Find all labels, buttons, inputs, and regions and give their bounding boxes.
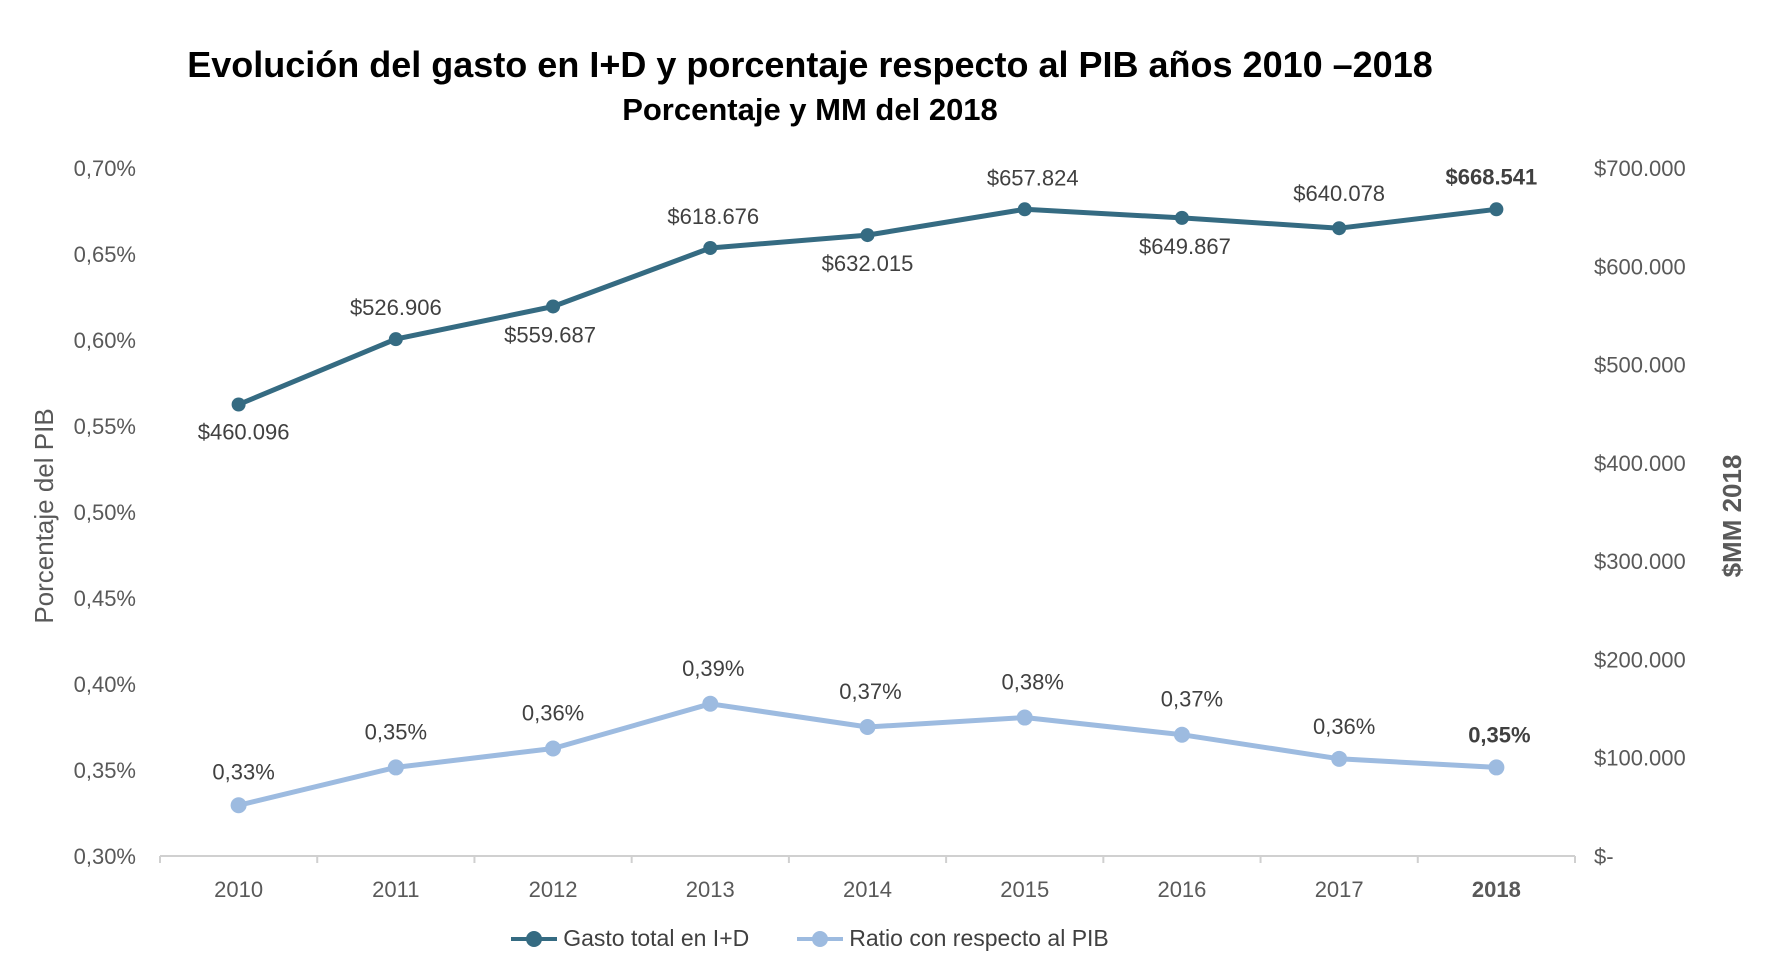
data-label-ratio: 0,36% [1313, 714, 1375, 739]
y-left-tick-label: 0,55% [74, 414, 136, 439]
x-tick-label: 2014 [843, 877, 892, 902]
data-label-gasto: $632.015 [822, 251, 914, 276]
data-label-gasto: $649.867 [1139, 234, 1231, 259]
data-point-gasto [1017, 202, 1032, 217]
legend-swatch-ratio [797, 930, 844, 948]
chart-subtitle: Porcentaje y MM del 2018 [622, 92, 998, 127]
x-tick-label: 2018 [1472, 877, 1521, 902]
y-left-axis-title: Porcentaje del PIB [29, 408, 59, 623]
legend-label-gasto: Gasto total en I+D [563, 925, 750, 951]
data-point-gasto [231, 397, 246, 412]
x-tick-label: 2011 [372, 877, 419, 902]
data-point-ratio [702, 695, 719, 712]
y-left-tick-label: 0,70% [74, 156, 136, 181]
y-right-tick-label: $600.000 [1594, 254, 1686, 279]
y-right-tick-label: $100.000 [1594, 746, 1686, 771]
data-point-ratio [387, 759, 404, 776]
data-label-gasto: $618.676 [667, 204, 759, 229]
y-left-tick-label: 0,40% [74, 672, 136, 697]
data-point-gasto [1489, 202, 1504, 217]
data-label-ratio: 0,38% [1002, 670, 1064, 695]
legend-item-gasto: Gasto total en I+D [511, 925, 749, 952]
legend: Gasto total en I+D Ratio con respecto al… [0, 925, 1620, 952]
x-tick-label: 2015 [1000, 877, 1049, 902]
data-label-gasto: $668.541 [1446, 164, 1538, 189]
data-point-ratio [859, 719, 876, 735]
data-label-ratio: 0,36% [522, 701, 584, 726]
data-point-ratio [1173, 726, 1190, 743]
data-point-ratio [545, 740, 562, 757]
legend-swatch-gasto [511, 930, 558, 948]
y-right-tick-label: $- [1594, 844, 1614, 869]
data-label-gasto: $657.824 [987, 165, 1079, 190]
y-left-tick-label: 0,35% [74, 758, 136, 783]
data-label-ratio: 0,37% [1161, 687, 1223, 712]
data-label-ratio: 0,33% [212, 759, 274, 784]
data-point-ratio [230, 797, 247, 814]
y-right-tick-label: $400.000 [1594, 451, 1686, 476]
data-point-ratio [1016, 709, 1033, 726]
legend-label-ratio: Ratio con respecto al PIB [849, 925, 1109, 951]
data-label-ratio: 0,35% [365, 719, 427, 744]
x-tick-label: 2016 [1157, 877, 1206, 902]
y-left-tick-label: 0,30% [74, 844, 136, 869]
data-label-ratio: 0,35% [1468, 722, 1530, 747]
y-left-tick-label: 0,60% [74, 328, 136, 353]
data-point-ratio [1331, 750, 1348, 767]
x-tick-label: 2010 [214, 877, 263, 902]
data-point-gasto [703, 240, 718, 255]
data-label-ratio: 0,37% [839, 679, 901, 704]
data-label-gasto: $526.906 [350, 295, 442, 320]
y-left-tick-label: 0,45% [74, 586, 136, 611]
y-right-tick-label: $700.000 [1594, 156, 1686, 181]
data-label-ratio: 0,39% [682, 656, 744, 681]
x-tick-label: 2013 [686, 877, 735, 902]
x-tick-label: 2017 [1315, 877, 1364, 902]
y-right-axis-title: $MM 2018 [1717, 455, 1747, 578]
data-point-ratio [1488, 759, 1505, 776]
legend-item-ratio: Ratio con respecto al PIB [797, 925, 1109, 952]
y-left-tick-label: 0,50% [74, 500, 136, 525]
data-label-gasto: $640.078 [1293, 181, 1385, 206]
data-point-gasto [546, 299, 561, 314]
chart-title: Evolución del gasto en I+D y porcentaje … [187, 44, 1433, 85]
y-left-tick-label: 0,65% [74, 242, 136, 267]
data-label-gasto: $460.096 [198, 420, 290, 445]
data-point-gasto [860, 228, 875, 243]
data-point-gasto [388, 332, 403, 347]
y-right-tick-label: $300.000 [1594, 549, 1686, 574]
y-right-tick-label: $500.000 [1594, 353, 1686, 378]
data-point-gasto [1174, 210, 1189, 225]
x-tick-label: 2012 [529, 877, 578, 902]
data-point-gasto [1332, 221, 1347, 236]
data-label-gasto: $559.687 [504, 322, 596, 347]
y-right-tick-label: $200.000 [1594, 647, 1686, 672]
